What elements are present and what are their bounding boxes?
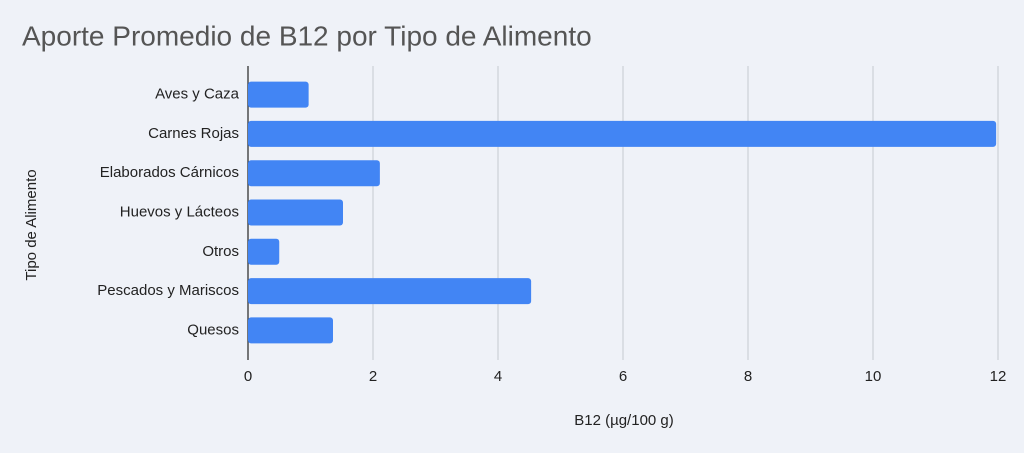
bar	[248, 120, 997, 147]
y-axis-title: Tipo de Alimento	[23, 169, 40, 280]
y-tick-label: Aves y Caza	[155, 86, 240, 103]
bar	[248, 238, 280, 265]
y-tick-label: Pescados y Mariscos	[97, 282, 239, 299]
y-tick-label: Carnes Rojas	[148, 125, 239, 142]
y-tick-label: Quesos	[187, 321, 239, 338]
x-tick-label: 12	[990, 368, 1007, 385]
bar	[248, 199, 343, 226]
y-tick-label: Elaborados Cárnicos	[100, 164, 239, 181]
bar	[248, 278, 532, 305]
y-tick-label: Otros	[202, 243, 239, 260]
x-tick-label: 6	[619, 368, 627, 385]
x-tick-label: 0	[244, 368, 252, 385]
x-tick-label: 2	[369, 368, 377, 385]
chart-title: Aporte Promedio de B12 por Tipo de Alime…	[22, 20, 592, 51]
x-tick-label: 10	[865, 368, 882, 385]
x-axis-title: B12 (µg/100 g)	[574, 412, 674, 429]
y-tick-label: Huevos y Lácteos	[120, 203, 239, 220]
x-tick-label: 4	[494, 368, 502, 385]
x-tick-label: 8	[744, 368, 752, 385]
bar	[248, 317, 333, 344]
bar	[248, 81, 309, 108]
bar	[248, 160, 380, 187]
